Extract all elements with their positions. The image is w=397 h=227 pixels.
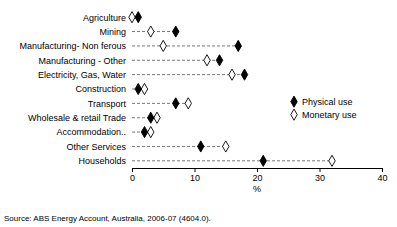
x-tick: 30 (315, 168, 325, 183)
dot-marker (148, 127, 154, 138)
x-tick: 10 (190, 168, 200, 183)
connector-line (132, 160, 332, 161)
legend-marker (291, 96, 297, 107)
dot-marker (129, 12, 135, 23)
connector-line (132, 45, 238, 46)
dot-marker (141, 83, 147, 94)
marks (129, 12, 335, 167)
x-tick-line (257, 168, 258, 172)
legend: Physical use Monetary use (291, 96, 357, 120)
x-axis: 0 10 20 30 40 (130, 168, 388, 183)
y-tick-label: Electricity, Gas, Water (38, 70, 126, 80)
x-tick-label: 0 (130, 173, 135, 183)
legend-marker (291, 109, 297, 120)
source-note: Source: ABS Energy Account, Australia, 2… (4, 214, 211, 223)
y-tick-label: Manufacturing- Non ferous (19, 41, 126, 51)
y-tick-label: Agriculture (83, 13, 126, 23)
x-tick-label: 30 (315, 173, 325, 183)
y-tick: Manufacturing- Non ferous (19, 41, 126, 51)
dot-marker (135, 12, 141, 23)
y-tick: Electricity, Gas, Water (38, 70, 126, 80)
y-tick: Mining (99, 27, 126, 37)
y-tick: Construction (75, 84, 126, 94)
dot-marker (329, 155, 335, 166)
y-tick-label: Accommodation.. (56, 127, 126, 137)
dot-marker (260, 155, 266, 166)
connector-line (132, 74, 245, 75)
x-tick-label: 10 (190, 173, 200, 183)
dot-marker (223, 141, 229, 152)
y-tick-label: Other Services (66, 142, 126, 152)
x-tick-line (320, 168, 321, 172)
x-axis-line (133, 169, 383, 173)
dot-marker (229, 69, 235, 80)
y-tick: Transport (88, 99, 127, 109)
dot-marker (198, 141, 204, 152)
y-tick: Accommodation.. (56, 127, 126, 137)
y-tick-label: Households (78, 156, 126, 166)
x-tick: 40 (377, 168, 387, 183)
y-tick: Other Services (66, 142, 126, 152)
y-tick-label: Construction (75, 84, 126, 94)
dot-marker (141, 127, 147, 138)
y-tick: Agriculture (83, 13, 126, 23)
dot-marker (216, 55, 222, 66)
y-tick-label: Wholesale & retail Trade (28, 113, 126, 123)
dot-marker (204, 55, 210, 66)
x-tick: 20 (252, 168, 262, 183)
x-tick-line (382, 168, 383, 172)
y-tick: Households (78, 156, 126, 166)
connector-line (132, 103, 188, 104)
y-tick: Wholesale & retail Trade (28, 113, 126, 123)
legend-label: Physical use (302, 97, 353, 107)
dot-marker (135, 83, 141, 94)
x-tick-line (195, 168, 196, 172)
dot-marker (154, 112, 160, 123)
y-tick-label: Transport (88, 99, 127, 109)
chart-svg: 0 10 20 30 40 Agriculture Mining Manufacturing-… (0, 0, 397, 227)
y-tick-label: Mining (99, 27, 126, 37)
x-tick-label: 20 (252, 173, 262, 183)
plot: 0 10 20 30 40 Agriculture Mining Manufacturing-… (19, 12, 387, 184)
connector-line (132, 146, 226, 147)
y-axis: Agriculture Mining Manufacturing- Non fero… (19, 13, 126, 167)
dot-marker (148, 26, 154, 37)
dot-marker (235, 40, 241, 51)
legend-label: Monetary use (302, 110, 357, 120)
dot-marker (185, 98, 191, 109)
y-tick: Manufacturing - Other (38, 56, 126, 66)
dot-marker (148, 112, 154, 123)
dot-marker (173, 26, 179, 37)
x-tick-line (132, 168, 133, 172)
dot-marker (160, 40, 166, 51)
dot-marker (241, 69, 247, 80)
x-tick-label: 40 (377, 173, 387, 183)
x-tick: 0 (130, 168, 135, 183)
dot-marker (173, 98, 179, 109)
chart-container: 0 10 20 30 40 Agriculture Mining Manufacturing-… (0, 0, 397, 227)
x-axis-title: % (253, 184, 261, 194)
y-tick-label: Manufacturing - Other (38, 56, 126, 66)
